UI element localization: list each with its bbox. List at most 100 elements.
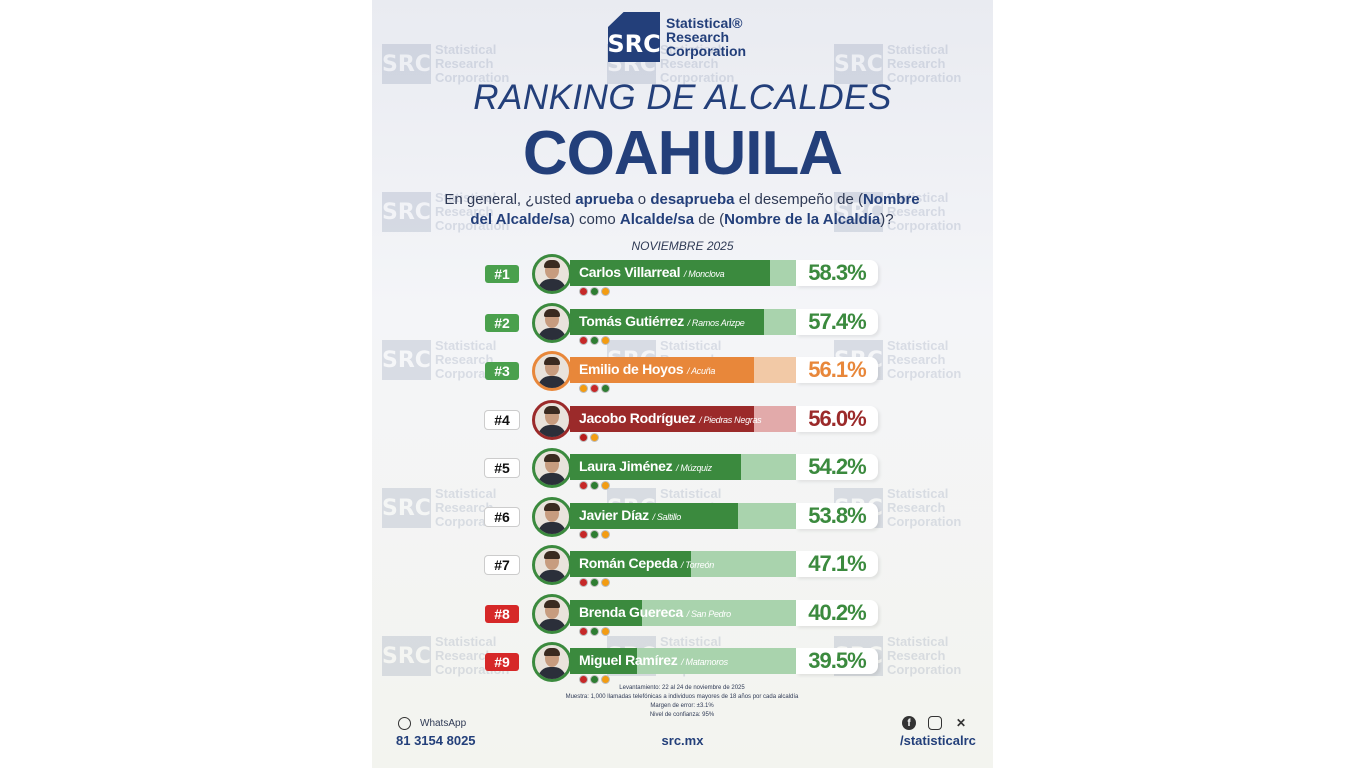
approval-bar-track [570, 502, 796, 529]
approval-value-box: 56.1% [796, 357, 878, 383]
municipality: / San Pedro [686, 608, 732, 619]
question-bold: Nombre de la Alcaldía [724, 211, 881, 228]
approval-bar-fill [570, 502, 739, 529]
ranking-row: #1 Carlos Villarreal / Monclova 58.3% [482, 253, 882, 297]
avatar [532, 351, 572, 391]
municipality: / Múzquiz [675, 463, 712, 473]
approval-bar-track [570, 551, 796, 577]
facebook-icon[interactable]: f [902, 716, 916, 730]
rank-badge: #8 [485, 604, 519, 623]
rank-badge: #6 [485, 507, 519, 526]
approval-bar-fill [570, 648, 638, 674]
party-logo-icon [579, 578, 588, 587]
approval-value-box: 56.0% [796, 405, 878, 432]
approval-value-box: 39.5% [796, 648, 878, 674]
x-icon[interactable]: ✕ [955, 716, 967, 730]
rank-badge: #7 [485, 556, 519, 574]
party-logos [579, 529, 610, 539]
approval-value-box: 53.8% [796, 502, 878, 529]
party-logo-icon [601, 529, 610, 539]
approval-bar-fill [570, 260, 770, 286]
rank-badge: #5 [485, 459, 519, 477]
watermark-text: Statistical Research Corporation [434, 190, 510, 233]
instagram-icon[interactable] [928, 716, 942, 730]
mayor-name: Laura Jiménez / Múzquiz [579, 458, 712, 474]
survey-date: NOVIEMBRE 2025 [631, 239, 734, 253]
question-bold: aprueba [575, 191, 634, 208]
mayor-name-text: Laura Jiménez [579, 458, 673, 474]
municipality: / Saltillo [652, 511, 681, 522]
mayor-name-text: Tomás Gutiérrez [579, 312, 684, 329]
watermark-mark: SRC [382, 636, 431, 676]
question-bold: desaprueba [650, 191, 735, 208]
party-logo-icon [601, 578, 610, 587]
approval-percent: 57.4% [808, 308, 866, 334]
ranking-row: #7 Román Cepeda / Torreón 47.1% [482, 544, 882, 588]
avatar [532, 399, 572, 440]
question-bold: Alcalde/sa [619, 211, 695, 228]
party-logo-icon [590, 432, 599, 442]
mayor-name-text: Javier Díaz [579, 506, 649, 523]
phone-number[interactable]: 81 3154 8025 [396, 733, 476, 748]
approval-bar-track [570, 648, 796, 674]
party-logo-icon [579, 432, 588, 442]
mayor-name: Javier Díaz / Saltillo [579, 507, 681, 523]
rank-badge: #1 [485, 265, 519, 283]
watermark-mark: SRC [382, 488, 431, 528]
approval-percent: 39.5% [808, 648, 866, 673]
municipality: / Monclova [683, 269, 725, 279]
party-logo-icon [579, 675, 588, 684]
approval-percent: 47.1% [808, 551, 866, 576]
watermark-mark: SRC [834, 44, 883, 84]
municipality: / Torreón [680, 560, 714, 570]
municipality: / Acuña [687, 366, 716, 376]
ranking-row: #3 Emilio de Hoyos / Acuña 56.1% [482, 350, 882, 394]
social-handle[interactable]: /statisticalrc [900, 733, 976, 748]
watermark-mark: SRC [834, 192, 883, 232]
methodology-line: Levantamiento: 22 al 24 de noviembre de … [619, 685, 745, 691]
approval-value-box: 58.3% [796, 260, 878, 286]
question-text: el desempeño de ( [734, 191, 863, 208]
approval-bar-track [570, 260, 796, 286]
approval-bar-track [570, 308, 796, 335]
logo-name: Statistical® Research Corporation [666, 16, 746, 58]
approval-value-box: 40.2% [796, 599, 878, 626]
party-logo-icon [590, 335, 599, 345]
approval-percent: 54.2% [808, 454, 866, 479]
party-logo-icon [601, 335, 610, 345]
party-logos [579, 481, 610, 490]
party-logos [579, 432, 599, 442]
rank-badge: #4 [485, 410, 519, 429]
ranking-row: #5 Laura Jiménez / Múzquiz 54.2% [482, 447, 882, 491]
question-text: o [633, 191, 651, 208]
approval-value-box: 54.2% [796, 454, 878, 480]
party-logo-icon [590, 675, 599, 684]
approval-bar-fill [570, 405, 754, 432]
watermark-text: Statistical Research Corporation [886, 338, 962, 381]
watermark-text: Statistical Research Corporation [886, 634, 962, 677]
page-title: RANKING DE ALCALDES [473, 78, 892, 117]
party-logos [579, 335, 610, 345]
mayor-name: Miguel Ramírez / Matamoros [579, 652, 728, 668]
question-text: de ( [694, 211, 725, 228]
watermark-text: Statistical Research Corporation [434, 634, 510, 677]
approval-bar-track [570, 454, 796, 480]
ranking-row: #2 Tomás Gutiérrez / Ramos Arizpe 57.4% [482, 302, 882, 346]
avatar [532, 254, 572, 294]
mayor-name-text: Emilio de Hoyos [579, 361, 684, 377]
question-bold: Nombre del Alcalde/sa [470, 191, 920, 228]
party-logo-icon [601, 384, 610, 393]
infographic-poster: SRC Statistical Research Corporation SRC St… [372, 0, 993, 768]
party-logos [579, 626, 610, 636]
question-text: ) como [569, 211, 620, 228]
mayor-name: Brenda Guereca / San Pedro [579, 604, 731, 620]
party-logo-icon [579, 335, 588, 345]
social-icons: f ✕ [902, 716, 968, 730]
party-logo-icon [601, 287, 610, 296]
website-link[interactable]: src.mx [661, 733, 704, 748]
approval-percent: 58.3% [808, 260, 866, 285]
